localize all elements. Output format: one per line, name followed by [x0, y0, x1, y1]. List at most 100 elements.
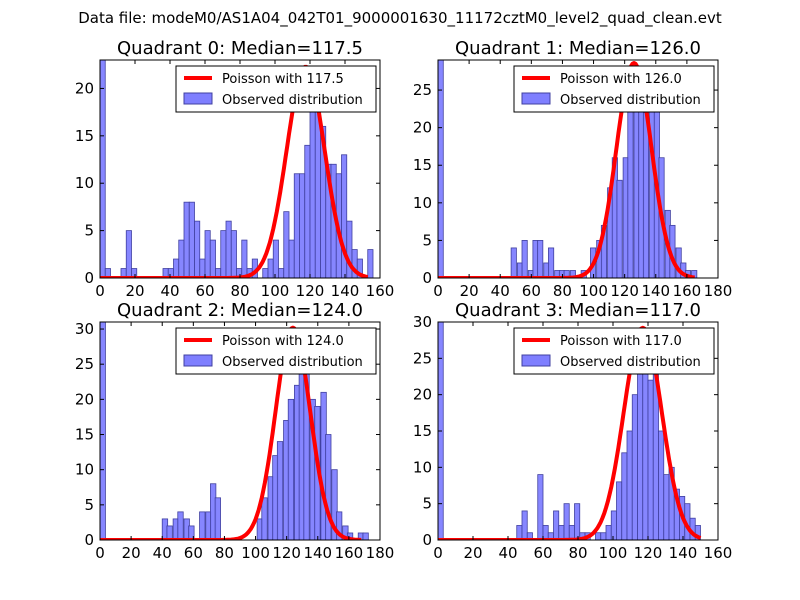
- histogram-bar: [267, 258, 274, 278]
- quadrant-title: Quadrant 2: Median=124.0: [117, 300, 363, 321]
- x-tick-label: 60: [195, 282, 214, 300]
- legend-observed-swatch: [183, 354, 213, 367]
- histogram-bar: [173, 258, 180, 278]
- legend-observed-label: Observed distribution: [560, 355, 701, 370]
- histogram-bar: [166, 525, 173, 540]
- y-tick-label: 15: [413, 422, 432, 440]
- y-tick-label: 25: [75, 355, 94, 373]
- legend-observed-swatch: [521, 92, 551, 105]
- histogram-bar: [225, 220, 232, 278]
- histogram-bar: [553, 510, 560, 540]
- histogram-bar: [356, 258, 363, 278]
- legend-poisson-label: Poisson with 124.0: [222, 334, 344, 349]
- x-tick-label: 20: [463, 544, 482, 562]
- legend: Poisson with 117.0 Observed distribution: [513, 327, 715, 375]
- x-tick-label: 140: [303, 544, 332, 562]
- x-tick-label: 40: [160, 282, 179, 300]
- x-tick-label: 40: [498, 544, 517, 562]
- legend: Poisson with 117.5 Observed distribution: [175, 65, 377, 113]
- histogram-bar: [199, 258, 206, 278]
- quadrant-3-plot: Quadrant 3: Median=117.00 20 40 60 80 100 120 1…: [413, 300, 732, 562]
- quadrant-0-plot: Quadrant 0: Median=117.50 20 40 60 80 100 120 1…: [75, 38, 394, 300]
- histogram-bar: [542, 525, 549, 540]
- legend-observed-label: Observed distribution: [222, 355, 363, 370]
- plot-frame: [99, 321, 381, 541]
- histogram-bar: [621, 452, 628, 540]
- x-tick-label: 180: [704, 282, 733, 300]
- y-tick-label: 10: [75, 174, 94, 192]
- y-tick-label: 5: [422, 231, 432, 249]
- histogram-bar: [125, 230, 132, 278]
- histogram-bar: [341, 154, 348, 278]
- histogram-bar: [605, 525, 612, 540]
- x-tick-label: 120: [634, 544, 663, 562]
- histogram-bar: [663, 474, 670, 540]
- x-tick-label: 140: [331, 282, 360, 300]
- legend-observed-swatch: [521, 354, 551, 367]
- x-tick-label: 0: [95, 282, 105, 300]
- histogram-bar: [367, 249, 374, 278]
- y-tick-label: 30: [413, 313, 432, 331]
- quadrant-title: Quadrant 3: Median=117.0: [455, 300, 701, 321]
- x-tick-label: 0: [433, 544, 443, 562]
- histogram-bar: [694, 525, 701, 540]
- histogram-bar: [288, 239, 295, 278]
- histogram-bar: [331, 469, 338, 540]
- histogram-bar: [626, 430, 633, 540]
- y-tick-label: 10: [413, 458, 432, 476]
- histogram-bar: [178, 239, 185, 278]
- y-tick-label: 0: [84, 531, 94, 549]
- legend: Poisson with 126.0 Observed distribution: [513, 65, 715, 113]
- histogram-bar: [438, 60, 444, 278]
- quadrant-2-plot: Quadrant 2: Median=124.00 20 40 60 80 100 120 1…: [75, 300, 394, 562]
- x-tick-label: 180: [366, 544, 395, 562]
- histogram-bar: [314, 106, 321, 278]
- y-tick-label: 5: [84, 222, 94, 240]
- y-tick-label: 20: [75, 79, 94, 97]
- histogram-bar: [293, 173, 300, 278]
- y-tick-label: 0: [422, 531, 432, 549]
- y-tick-label: 25: [413, 81, 432, 99]
- quadrant-1-plot: Quadrant 1: Median=126.00 20 40 60 80 100 120 1…: [413, 38, 732, 300]
- legend-poisson-label: Poisson with 126.0: [560, 72, 682, 87]
- histogram-bar: [537, 474, 544, 540]
- legend: Poisson with 124.0 Observed distribution: [175, 327, 377, 375]
- x-tick-label: 160: [335, 544, 364, 562]
- histogram-bar: [637, 372, 644, 540]
- y-tick-label: 10: [413, 194, 432, 212]
- histogram-bar: [631, 394, 638, 540]
- y-tick-label: 25: [413, 349, 432, 367]
- y-tick-label: 0: [422, 269, 432, 287]
- quadrant-title: Quadrant 1: Median=126.0: [455, 38, 701, 59]
- histogram-bar: [287, 398, 295, 540]
- x-tick-label: 120: [272, 544, 301, 562]
- histogram-bar: [272, 239, 279, 278]
- histogram-bar: [537, 240, 544, 278]
- plot-frame: [437, 59, 719, 279]
- histogram-bar: [309, 97, 316, 278]
- histogram-bar: [610, 510, 617, 540]
- histogram-bar: [516, 525, 523, 540]
- histogram-bar: [276, 441, 284, 540]
- histogram-bar: [100, 322, 106, 540]
- figure-title: Data file: modeM0/AS1A04_042T01_90000016…: [78, 9, 722, 28]
- legend-poisson-label: Poisson with 117.0: [560, 334, 682, 349]
- x-tick-label: 80: [215, 544, 234, 562]
- histogram-bar: [336, 511, 343, 540]
- legend-observed-swatch: [183, 92, 213, 105]
- x-tick-label: 100: [599, 544, 628, 562]
- histogram-bar: [548, 247, 555, 278]
- histogram-bar: [304, 144, 311, 278]
- x-tick-label: 60: [522, 282, 541, 300]
- histogram-bar: [177, 511, 184, 540]
- y-tick-label: 0: [84, 269, 94, 287]
- y-tick-label: 20: [413, 386, 432, 404]
- histogram-bar: [299, 173, 306, 278]
- histogram-bar: [627, 97, 634, 278]
- observed-bars: [100, 60, 374, 278]
- histogram-bar: [194, 220, 201, 278]
- histogram-bar: [241, 239, 248, 278]
- legend-observed-label: Observed distribution: [560, 93, 701, 108]
- histogram-bar: [214, 497, 221, 540]
